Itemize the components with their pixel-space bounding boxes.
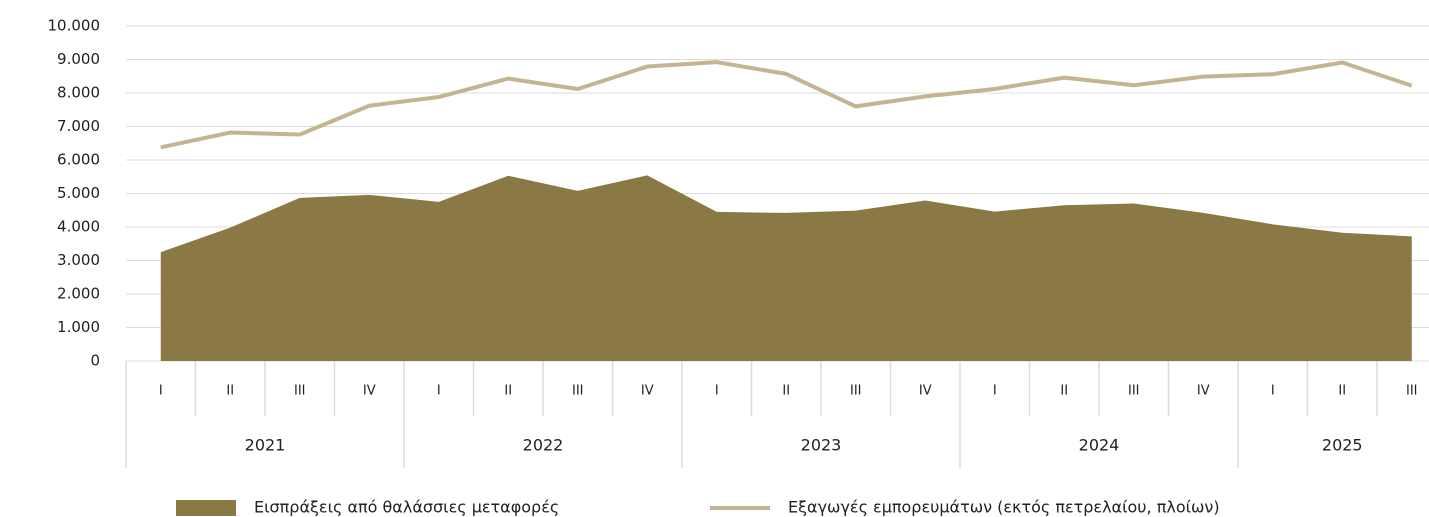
y-tick-label: 8.000 <box>57 84 100 102</box>
y-tick-label: 7.000 <box>57 117 100 135</box>
x-tick-label: II <box>1060 384 1068 399</box>
x-tick-label: II <box>1338 384 1346 399</box>
x-tick-label: I <box>1271 384 1275 399</box>
y-tick-label: 10.000 <box>48 17 101 35</box>
y-tick-label: 5.000 <box>57 184 100 202</box>
year-label: 2021 <box>245 436 286 455</box>
legend-swatch <box>176 500 236 516</box>
y-tick-label: 0 <box>90 352 100 370</box>
x-tick-label: IV <box>919 384 932 399</box>
x-tick-label: I <box>993 384 997 399</box>
x-tick-label: III <box>572 384 584 399</box>
year-label: 2024 <box>1079 436 1120 455</box>
x-tick-label: I <box>437 384 441 399</box>
y-tick-label: 3.000 <box>57 251 100 269</box>
year-label: 2022 <box>523 436 564 455</box>
legend-label: Εισπράξεις από θαλάσσιες μεταφορές <box>254 498 559 517</box>
year-label: 2023 <box>801 436 842 455</box>
x-tick-label: II <box>226 384 234 399</box>
line <box>160 60 1413 150</box>
x-tick-label: II <box>504 384 512 399</box>
legend-label: Εξαγωγές εμπορευμάτων (εκτός πετρελαίου,… <box>788 498 1220 517</box>
x-tick-label: III <box>1128 384 1140 399</box>
area <box>160 175 1412 361</box>
x-tick-label: II <box>782 384 790 399</box>
x-tick-label: IV <box>363 384 376 399</box>
y-tick-label: 6.000 <box>57 151 100 169</box>
year-label: 2025 <box>1322 436 1363 455</box>
y-tick-label: 4.000 <box>57 218 100 236</box>
x-tick-label: III <box>850 384 862 399</box>
y-tick-label: 2.000 <box>57 285 100 303</box>
x-tick-label: III <box>294 384 306 399</box>
x-tick-label: I <box>715 384 719 399</box>
x-tick-label: IV <box>1197 384 1210 399</box>
y-tick-label: 9.000 <box>57 50 100 68</box>
x-tick-label: IV <box>641 384 654 399</box>
y-tick-label: 1.000 <box>57 318 100 336</box>
x-tick-label: III <box>1406 384 1418 399</box>
x-tick-label: I <box>159 384 163 399</box>
